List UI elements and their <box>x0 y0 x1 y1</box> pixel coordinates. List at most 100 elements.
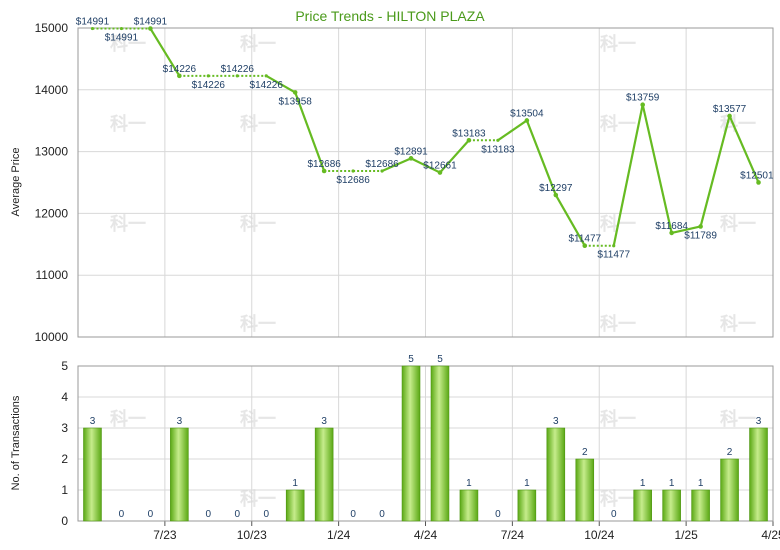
transaction-bar <box>517 489 537 522</box>
transactions-tick-label: 4 <box>61 390 68 404</box>
price-point <box>292 90 298 95</box>
transaction-bar <box>83 427 102 522</box>
price-point <box>727 113 732 119</box>
price-data-label: $14991 <box>105 33 139 44</box>
watermark-text: 科一 <box>720 313 756 334</box>
price-data-label: $14226 <box>221 64 255 75</box>
price-point <box>612 244 616 248</box>
transactions-panel: 0 1 2 3 4 5 7/23 10/23 1/24 4/24 7/24 10/24 1/25 4/25… <box>61 354 780 542</box>
price-point <box>380 169 384 173</box>
price-data-label: $14226 <box>250 80 284 91</box>
x-tick-label: 7/24 <box>501 528 525 542</box>
transaction-count-label: 1 <box>669 478 675 489</box>
transaction-count-label: 3 <box>756 416 762 427</box>
watermark-layer: 科一科一科一科一科一科一科一科一科一科一科一科一科一科一科一科一科一科一科一科一 <box>110 33 756 509</box>
watermark-text: 科一 <box>110 213 146 234</box>
transaction-bar <box>662 489 681 522</box>
price-data-label: $14226 <box>192 80 226 91</box>
transaction-count-label: 2 <box>727 447 733 458</box>
transactions-tick-label: 3 <box>61 421 68 435</box>
price-line-segment <box>612 104 644 246</box>
price-data-label: $11477 <box>568 234 601 245</box>
transaction-count-label: 0 <box>379 509 385 520</box>
price-point <box>148 26 153 31</box>
price-data-label: $14991 <box>134 17 168 28</box>
watermark-text: 科一 <box>240 113 276 134</box>
watermark-text: 科一 <box>110 408 146 429</box>
price-point <box>669 230 674 236</box>
transactions-tick-label: 1 <box>61 483 68 497</box>
price-point <box>235 74 239 78</box>
price-plot-frame <box>77 27 774 338</box>
transaction-count-label: 5 <box>437 354 443 365</box>
transaction-count-label: 1 <box>698 478 704 489</box>
transaction-count-label: 0 <box>350 509 356 520</box>
price-data-label: $13759 <box>626 93 660 104</box>
price-data-label: $11684 <box>655 221 688 232</box>
price-data-label: $12686 <box>365 159 399 170</box>
watermark-text: 科一 <box>720 213 756 234</box>
price-point <box>321 168 327 174</box>
x-tick-label: 7/23 <box>153 528 177 542</box>
price-line-segment <box>641 104 673 234</box>
transaction-count-label: 3 <box>321 416 327 427</box>
price-line-segment <box>149 27 181 77</box>
price-data-label: $13577 <box>713 104 747 115</box>
price-line-segment <box>410 157 441 174</box>
transaction-count-label: 1 <box>292 478 298 489</box>
transactions-tick-label: 2 <box>61 452 68 466</box>
transaction-bar <box>546 427 566 522</box>
transaction-count-label: 1 <box>466 478 472 489</box>
price-data-label: $12891 <box>394 146 428 157</box>
transaction-count-label: 3 <box>553 416 559 427</box>
transaction-bar <box>430 365 450 522</box>
price-data-label: $14991 <box>76 17 110 28</box>
price-point <box>206 74 210 78</box>
price-point <box>466 137 472 143</box>
watermark-text: 科一 <box>110 33 146 54</box>
transaction-bar <box>633 489 652 522</box>
price-data-label: $12686 <box>336 175 370 186</box>
price-point <box>553 192 559 198</box>
price-tick-label: 10000 <box>35 330 69 344</box>
watermark-text: 科一 <box>600 408 636 429</box>
x-tick-label: 10/23 <box>237 528 267 542</box>
price-tick-label: 11000 <box>36 268 69 282</box>
transactions-tick-label: 0 <box>61 514 68 528</box>
transaction-bar <box>575 458 595 522</box>
transaction-count-label: 0 <box>611 509 617 520</box>
transaction-count-label: 0 <box>263 509 269 520</box>
price-line-segment <box>265 74 296 94</box>
chart-title: Price Trends - HILTON PLAZA <box>295 8 485 24</box>
price-point <box>408 156 414 161</box>
price-point <box>119 26 124 31</box>
transaction-bar <box>401 365 421 522</box>
transaction-count-label: 0 <box>148 509 154 520</box>
watermark-text: 科一 <box>720 408 756 429</box>
price-point <box>524 118 530 123</box>
transactions-tick-label: 5 <box>61 359 68 373</box>
transactions-plot-frame <box>77 365 774 522</box>
watermark-text: 科一 <box>240 33 276 54</box>
transaction-bar <box>170 427 189 522</box>
price-line-segment <box>525 120 557 196</box>
x-tick-label: 4/24 <box>414 528 438 542</box>
watermark-text: 科一 <box>110 113 146 134</box>
watermark-text: 科一 <box>240 213 276 234</box>
x-tick-label: 10/24 <box>584 528 614 542</box>
transaction-count-label: 1 <box>524 478 530 489</box>
price-line-segment <box>381 157 412 173</box>
price-point <box>698 224 703 229</box>
transaction-count-label: 2 <box>582 447 588 458</box>
price-data-label: $12297 <box>539 183 573 194</box>
transaction-count-label: 3 <box>177 416 183 427</box>
price-tick-label: 14000 <box>35 83 69 97</box>
transaction-count-label: 0 <box>234 509 240 520</box>
price-line-segment <box>671 225 701 235</box>
price-data-label: $11477 <box>597 250 630 261</box>
price-tick-label: 12000 <box>35 206 69 220</box>
transaction-count-label: 1 <box>640 478 646 489</box>
price-line-segment <box>554 194 586 247</box>
price-tick-label: 15000 <box>35 21 69 35</box>
price-point <box>640 102 645 107</box>
